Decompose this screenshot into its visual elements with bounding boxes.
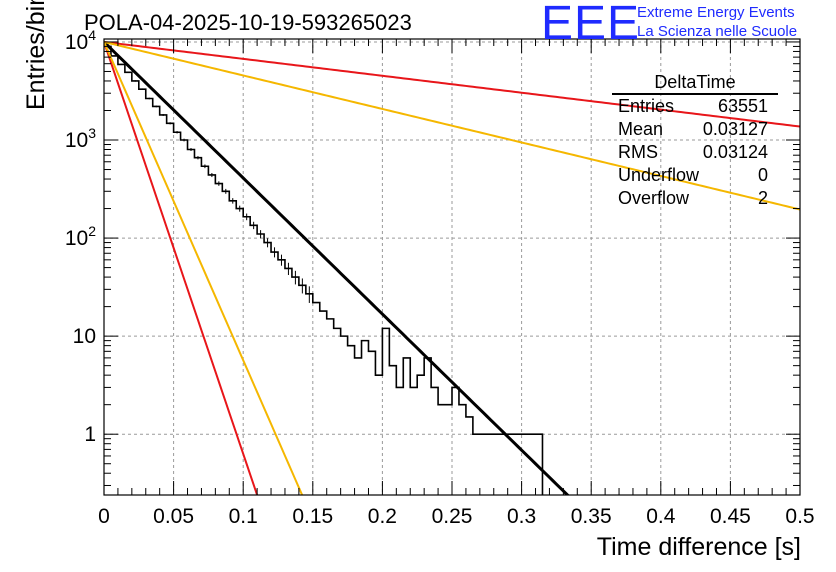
x-tick-label: 0.2 (368, 505, 397, 528)
stats-value: 2 (757, 188, 768, 208)
fit-curve-red-slow (104, 40, 800, 128)
x-axis-label: Time difference [s] (596, 533, 801, 561)
y-tick-label: 10 (73, 325, 96, 348)
logo-line-1: Extreme Energy Events (637, 4, 795, 21)
stats-value: 0.03124 (702, 142, 768, 162)
x-tick-label: 0.35 (571, 505, 612, 528)
x-tick-label: 0.3 (507, 505, 536, 528)
fit-curve-fit (104, 40, 570, 495)
y-tick-base: 10 (65, 31, 88, 54)
x-tick-label: 0.45 (710, 505, 751, 528)
y-tick-label: 102 (65, 223, 96, 250)
stats-title: DeltaTime (612, 71, 778, 95)
y-tick-exponent: 3 (88, 125, 96, 141)
x-tick-label: 0.4 (646, 505, 676, 528)
stats-row: Mean 0.03127 (612, 118, 778, 141)
x-tick-label: 0 (98, 505, 110, 528)
y-tick-base: 10 (65, 227, 88, 250)
stats-row: Entries 63551 (612, 95, 778, 118)
plot-content (104, 40, 800, 495)
stats-row: RMS 0.03124 (612, 141, 778, 164)
eee-logo-text: Extreme Energy Events La Scienza nelle S… (637, 3, 797, 41)
stats-row: Overflow 2 (612, 187, 778, 210)
stats-label: RMS (618, 142, 658, 162)
chart-title: POLA-04-2025-10-19-593265023 (84, 10, 412, 35)
x-tick-label: 0.1 (229, 505, 258, 528)
x-tick-label: 0.05 (153, 505, 194, 528)
eee-logo: EEE (541, 0, 641, 50)
stats-row: Underflow 0 (612, 164, 778, 187)
y-tick-exponent: 2 (88, 223, 96, 239)
y-tick-label: 104 (65, 27, 96, 54)
histogram-deltatime (104, 45, 544, 495)
x-tick-label: 0.15 (292, 505, 333, 528)
stats-value: 63551 (717, 96, 768, 116)
fit-curve-red-fast (104, 41, 259, 495)
y-tick-exponent: 4 (88, 27, 96, 43)
fit-curve-orange-slow (104, 40, 800, 211)
stats-value: 0 (757, 165, 768, 185)
logo-line-2: La Scienza nelle Scuole (637, 23, 798, 40)
y-axis-label: Entries/bin (22, 0, 50, 110)
y-tick-label: 1 (84, 423, 96, 446)
y-tick-base: 10 (65, 129, 88, 152)
stats-box: DeltaTime Entries 63551 Mean 0.03127 RMS… (612, 71, 778, 210)
x-tick-label: 0.5 (785, 505, 814, 528)
x-tick-label: 0.25 (432, 505, 473, 528)
stats-label: Overflow (618, 188, 690, 208)
stats-value: 0.03127 (702, 119, 768, 139)
stats-label: Underflow (618, 165, 700, 185)
y-tick-label: 103 (65, 125, 96, 152)
stats-label: Mean (618, 119, 664, 139)
fit-curve-orange-fast (104, 41, 304, 495)
stats-label: Entries (618, 96, 675, 116)
